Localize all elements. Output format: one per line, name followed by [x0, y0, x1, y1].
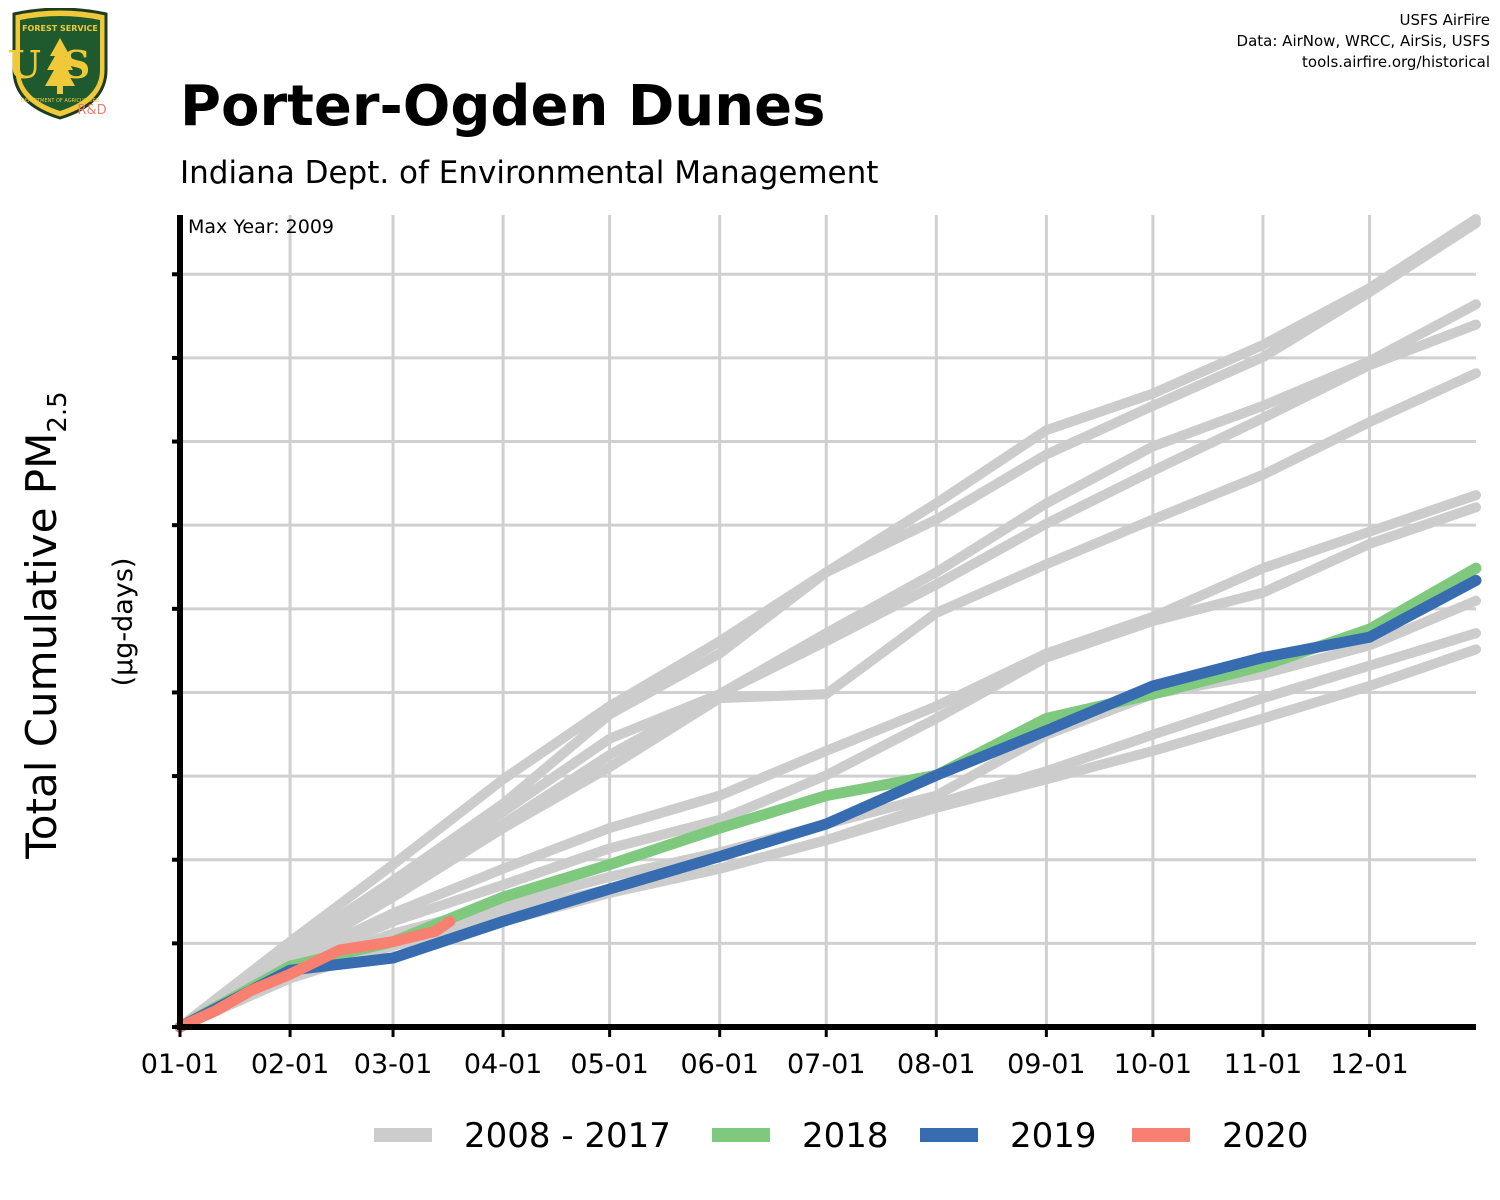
legend-label: 2018	[802, 1116, 889, 1156]
x-tick-label: 11-01	[1224, 1049, 1302, 1080]
y-axis-label: Total Cumulative PM2.5	[17, 391, 73, 859]
page-subtitle: Indiana Dept. of Environmental Managemen…	[180, 155, 879, 191]
x-tick-label: 02-01	[251, 1049, 329, 1080]
svg-text:Total Cumulative PM2.5: Total Cumulative PM2.5	[17, 391, 73, 859]
credit-line: tools.airfire.org/historical	[1302, 53, 1490, 71]
x-tick-label: 10-01	[1114, 1049, 1192, 1080]
legend: 2008 - 2017 2018 2019 2020	[374, 1116, 1309, 1156]
axes: 01-01 02-01 03-01 04-01 05-01 06-01 07-01 08-01…	[141, 215, 1476, 1080]
x-tick-label: 07-01	[787, 1049, 865, 1080]
series-line-historical-6	[175, 502, 1481, 1032]
legend-label: 2019	[1010, 1116, 1097, 1156]
x-tick-label: 12-01	[1330, 1049, 1408, 1080]
series-layer	[174, 214, 1482, 1033]
series-line-2019	[174, 574, 1482, 1033]
series-line-historical-4	[175, 368, 1481, 1032]
logo-rd-text: R&D	[77, 103, 106, 118]
forest-service-logo: FOREST SERVICE US DEPARTMENT OF AGRICULT…	[8, 8, 108, 120]
credit-line: Data: AirNow, WRCC, AirSis, USFS	[1236, 32, 1490, 50]
x-tick-label: 04-01	[464, 1049, 542, 1080]
y-axis-label-main: Total Cumulative PM	[17, 433, 66, 860]
y-axis-label-subscript: 2.5	[43, 391, 73, 432]
series-line-historical-5	[175, 490, 1481, 1032]
tree-icon	[45, 38, 75, 94]
credits: USFS AirFire Data: AirNow, WRCC, AirSis,…	[1237, 10, 1490, 73]
logo-top-text: FOREST SERVICE	[22, 24, 98, 33]
x-tick-label: 05-01	[570, 1049, 648, 1080]
credit-line: USFS AirFire	[1399, 11, 1490, 29]
series-line-historical-9	[175, 644, 1481, 1032]
x-tick-label: 03-01	[354, 1049, 432, 1080]
series-line-historical-3	[175, 319, 1481, 1032]
x-tick-label: 09-01	[1007, 1049, 1085, 1080]
x-tick-label: 01-01	[141, 1049, 219, 1080]
x-tick-label: 06-01	[680, 1049, 758, 1080]
page-title: Porter-Ogden Dunes	[180, 74, 826, 139]
series-line-2020	[174, 915, 456, 1033]
legend-label: 2008 - 2017	[464, 1116, 671, 1156]
x-tick-label: 08-01	[897, 1049, 975, 1080]
max-year-annotation: Max Year: 2009	[188, 216, 334, 238]
legend-label: 2020	[1222, 1116, 1309, 1156]
logo-bottom-text: DEPARTMENT OF AGRICULTURE	[21, 98, 99, 104]
y-axis-units: (µg-days)	[108, 558, 139, 687]
